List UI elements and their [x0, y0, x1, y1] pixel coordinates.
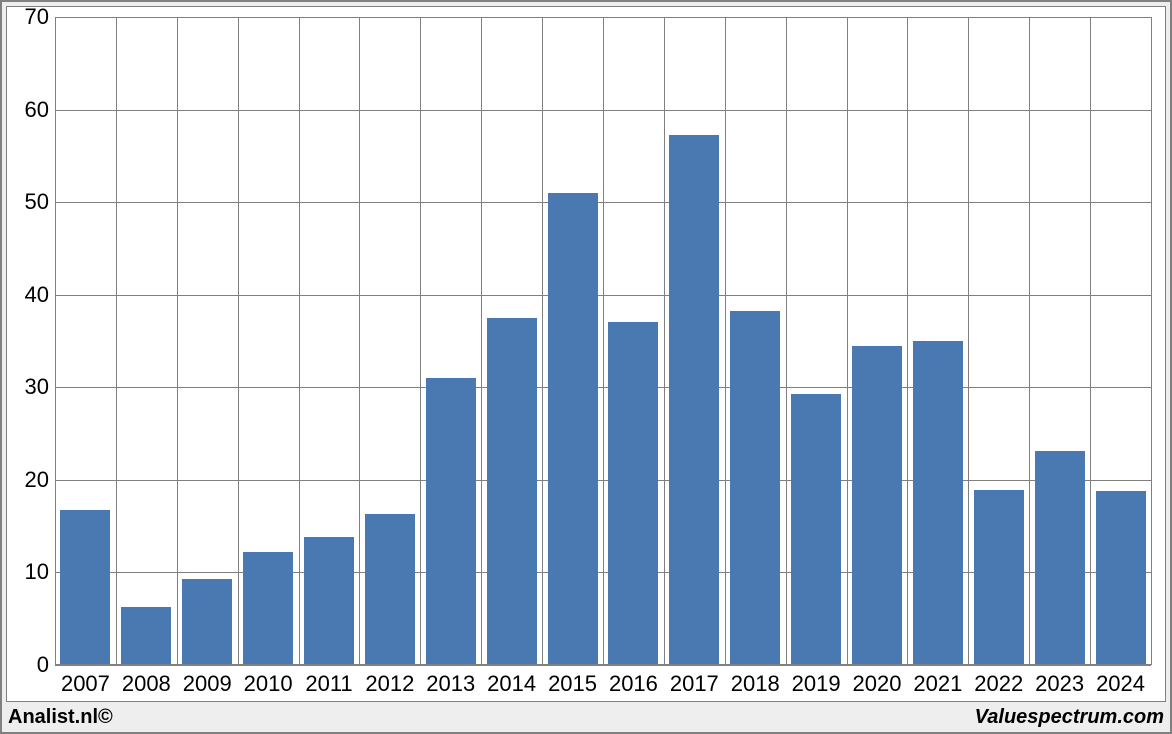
- footer: Analist.nl© Valuespectrum.com: [6, 704, 1166, 730]
- bar: [669, 135, 719, 665]
- bar: [1035, 451, 1085, 665]
- gridline-v: [847, 17, 848, 665]
- bar: [1096, 491, 1146, 665]
- x-tick-label: 2014: [487, 671, 536, 697]
- gridline-v: [968, 17, 969, 665]
- bar: [304, 537, 354, 665]
- y-tick-label: 30: [25, 374, 49, 400]
- x-tick-label: 2023: [1035, 671, 1084, 697]
- x-tick-label: 2019: [792, 671, 841, 697]
- gridline-v: [542, 17, 543, 665]
- bar: [121, 607, 171, 665]
- bar: [365, 514, 415, 665]
- x-tick-label: 2017: [670, 671, 719, 697]
- bar: [426, 378, 476, 665]
- x-axis: [55, 664, 1151, 665]
- footer-left-text: Analist.nl©: [8, 706, 113, 729]
- gridline-v: [786, 17, 787, 665]
- gridline-v: [116, 17, 117, 665]
- x-tick-label: 2021: [913, 671, 962, 697]
- x-tick-label: 2024: [1096, 671, 1145, 697]
- bar: [608, 322, 658, 665]
- gridline-v: [481, 17, 482, 665]
- chart-panel: 0 10 20 30 40 50 60 70 2007 2008 2009 2010 2011 2012 2…: [6, 6, 1166, 702]
- chart-frame: 0 10 20 30 40 50 60 70 2007 2008 2009 2010 2011 2012 2…: [0, 0, 1172, 734]
- plot-area: 0102030405060702007200820092010201120122…: [55, 17, 1151, 665]
- x-tick-label: 2020: [853, 671, 902, 697]
- gridline-h: [55, 665, 1151, 666]
- gridline-v: [603, 17, 604, 665]
- bar: [974, 490, 1024, 665]
- bar: [243, 552, 293, 665]
- y-tick-label: 10: [25, 559, 49, 585]
- gridline-v: [1029, 17, 1030, 665]
- y-tick-label: 0: [37, 652, 49, 678]
- gridline-v: [359, 17, 360, 665]
- y-tick-label: 60: [25, 97, 49, 123]
- x-tick-label: 2009: [183, 671, 232, 697]
- x-tick-label: 2012: [365, 671, 414, 697]
- footer-right-text: Valuespectrum.com: [975, 706, 1164, 729]
- x-tick-label: 2008: [122, 671, 171, 697]
- gridline-v: [299, 17, 300, 665]
- gridline-v: [907, 17, 908, 665]
- gridline-v: [1151, 17, 1152, 665]
- gridline-v: [664, 17, 665, 665]
- x-tick-label: 2010: [244, 671, 293, 697]
- x-tick-label: 2022: [974, 671, 1023, 697]
- gridline-v: [725, 17, 726, 665]
- x-tick-label: 2016: [609, 671, 658, 697]
- bar: [487, 318, 537, 665]
- gridline-v: [1090, 17, 1091, 665]
- x-tick-label: 2018: [731, 671, 780, 697]
- y-axis: [55, 17, 56, 665]
- gridline-v: [177, 17, 178, 665]
- gridline-v: [420, 17, 421, 665]
- bar: [548, 193, 598, 665]
- gridline-v: [238, 17, 239, 665]
- y-tick-label: 40: [25, 282, 49, 308]
- bar: [791, 394, 841, 665]
- bar: [60, 510, 110, 665]
- x-tick-label: 2011: [305, 671, 352, 697]
- x-tick-label: 2007: [61, 671, 110, 697]
- y-tick-label: 50: [25, 189, 49, 215]
- bar: [730, 311, 780, 665]
- x-tick-label: 2013: [426, 671, 475, 697]
- bar: [182, 579, 232, 665]
- y-tick-label: 70: [25, 4, 49, 30]
- x-tick-label: 2015: [548, 671, 597, 697]
- y-tick-label: 20: [25, 467, 49, 493]
- bar: [852, 346, 902, 665]
- bar: [913, 341, 963, 665]
